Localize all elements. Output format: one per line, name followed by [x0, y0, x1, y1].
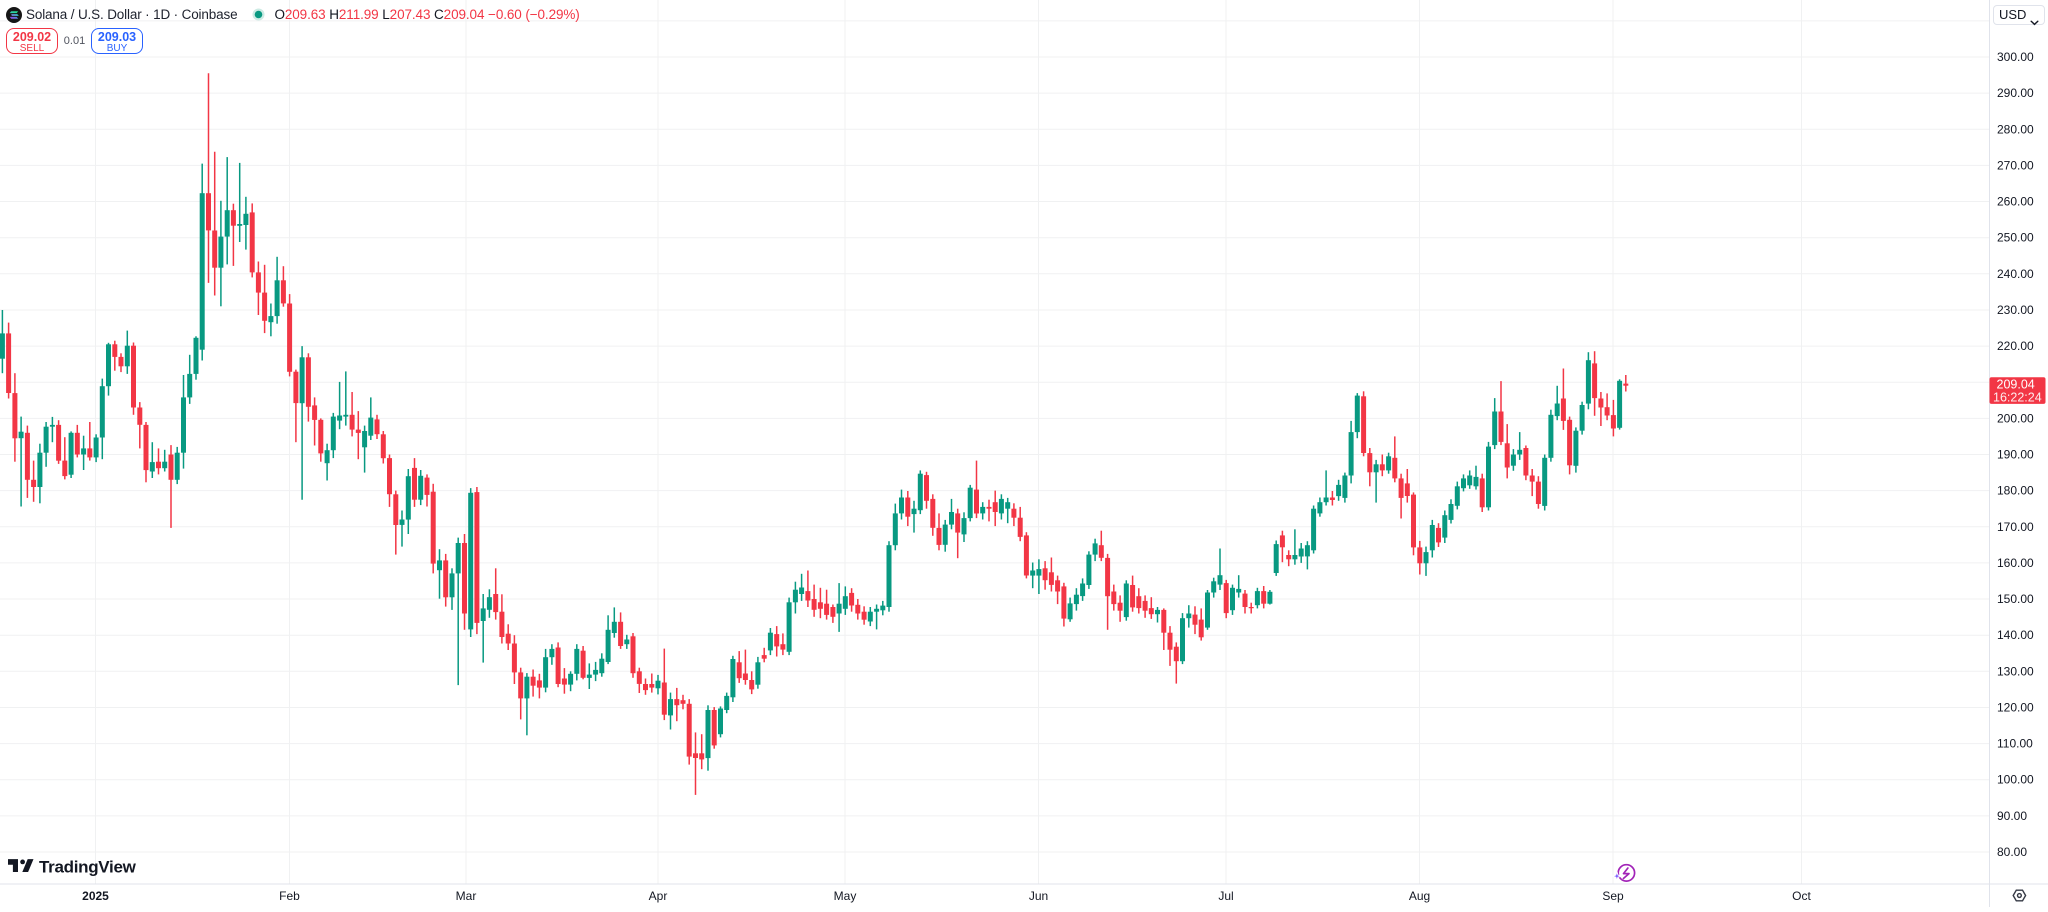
svg-text:Feb: Feb: [279, 889, 300, 903]
svg-text:140.00: 140.00: [1997, 628, 2034, 642]
svg-text:Apr: Apr: [649, 889, 668, 903]
svg-text:2025: 2025: [82, 889, 109, 903]
svg-text:270.00: 270.00: [1997, 158, 2034, 172]
svg-text:80.00: 80.00: [1997, 845, 2027, 859]
svg-text:Mar: Mar: [456, 889, 477, 903]
svg-text:16:22:24: 16:22:24: [1993, 390, 2042, 404]
svg-text:160.00: 160.00: [1997, 556, 2034, 570]
svg-text:Oct: Oct: [1792, 889, 1811, 903]
svg-text:209.04: 209.04: [1997, 377, 2035, 391]
svg-text:150.00: 150.00: [1997, 592, 2034, 606]
svg-text:220.00: 220.00: [1997, 339, 2034, 353]
svg-text:Sep: Sep: [1602, 889, 1624, 903]
svg-text:180.00: 180.00: [1997, 484, 2034, 498]
svg-text:280.00: 280.00: [1997, 122, 2034, 136]
svg-text:TradingView: TradingView: [39, 857, 137, 876]
svg-text:110.00: 110.00: [1997, 737, 2033, 751]
svg-text:130.00: 130.00: [1997, 664, 2034, 678]
svg-text:300.00: 300.00: [1997, 50, 2034, 64]
svg-text:90.00: 90.00: [1997, 809, 2027, 823]
svg-text:120.00: 120.00: [1997, 701, 2034, 715]
svg-text:100.00: 100.00: [1997, 773, 2034, 787]
svg-text:Jul: Jul: [1218, 889, 1233, 903]
svg-text:170.00: 170.00: [1997, 520, 2034, 534]
svg-text:250.00: 250.00: [1997, 231, 2034, 245]
svg-text:290.00: 290.00: [1997, 86, 2034, 100]
svg-text:May: May: [834, 889, 857, 903]
svg-text:Jun: Jun: [1029, 889, 1048, 903]
svg-text:230.00: 230.00: [1997, 303, 2034, 317]
svg-text:200.00: 200.00: [1997, 411, 2034, 425]
svg-text:260.00: 260.00: [1997, 195, 2034, 209]
svg-text:240.00: 240.00: [1997, 267, 2034, 281]
svg-text:Aug: Aug: [1409, 889, 1430, 903]
svg-text:190.00: 190.00: [1997, 448, 2034, 462]
